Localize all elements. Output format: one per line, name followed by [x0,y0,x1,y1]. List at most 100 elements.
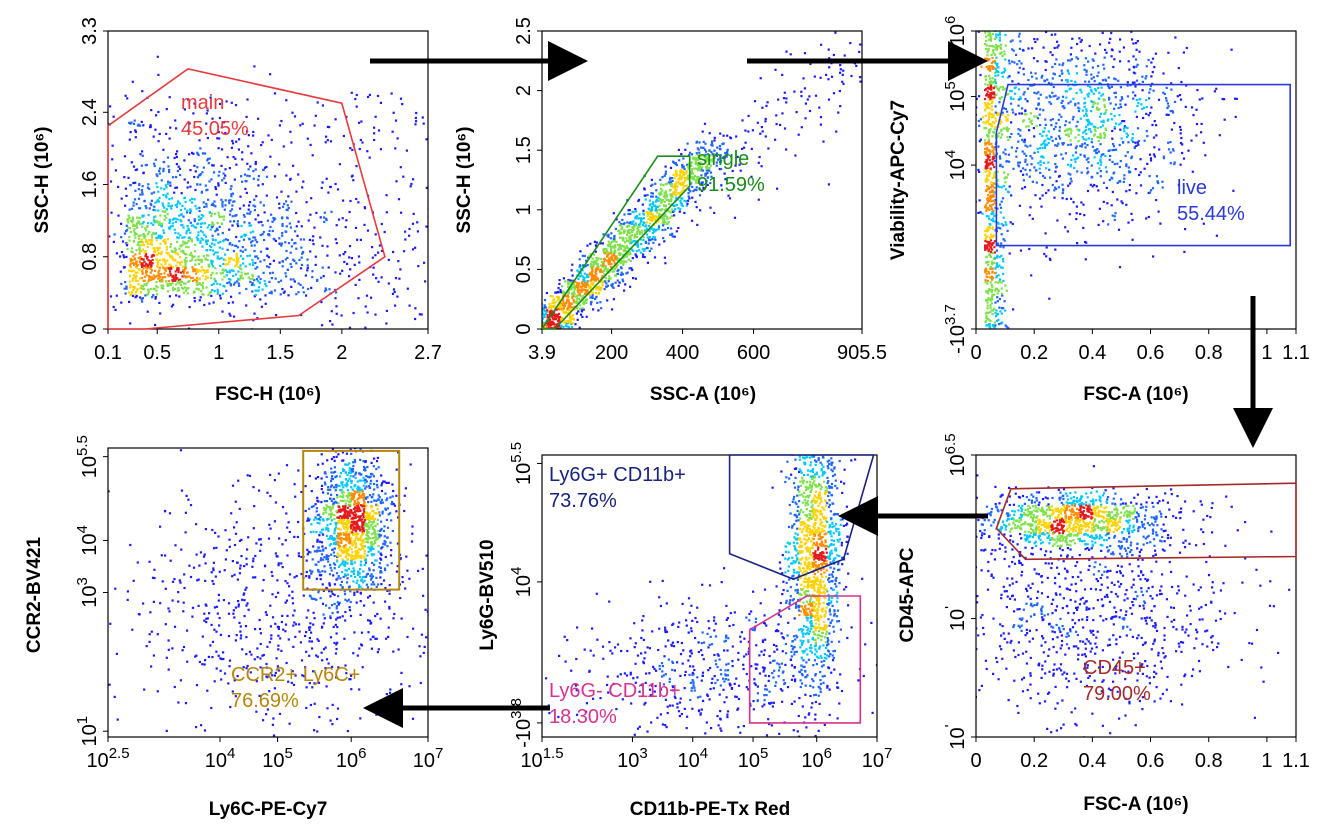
event-dot [685,177,688,180]
event-dot [568,309,571,312]
event-dot [1028,129,1031,132]
event-dot [207,162,210,165]
event-dot [528,313,530,315]
event-dot [147,288,150,292]
event-dot [1010,121,1013,124]
event-dot [226,239,229,242]
event-dot [697,169,700,172]
event-dot [1116,162,1119,165]
event-dot [129,284,132,287]
event-dot [565,295,568,298]
event-dot [996,312,1000,316]
density-dots-p1 [108,55,428,329]
event-dot [169,184,172,187]
event-dot [205,254,209,257]
event-dot [1002,151,1005,154]
event-dot [301,251,305,254]
event-dot [182,270,185,273]
event-dot [734,164,737,167]
event-dot [222,121,226,124]
event-dot [148,276,151,279]
event-dot [1130,212,1133,215]
event-dot [315,211,318,214]
event-dot [1054,125,1057,128]
event-dot [325,135,328,138]
event-dot [129,293,132,296]
event-dot [987,134,990,137]
event-dot [220,272,223,275]
event-dot [284,258,287,261]
event-dot [253,198,256,201]
event-dot [685,204,688,207]
event-dot [599,301,602,304]
event-dot [228,167,231,170]
event-dot [592,261,595,264]
event-dot [589,303,593,306]
event-dot [1069,143,1072,146]
event-dot [166,259,169,262]
event-dot [993,175,996,178]
event-dot [991,158,994,161]
event-dot [701,162,704,166]
event-dot [144,254,147,257]
event-dot [655,207,658,210]
event-dot [1056,40,1059,43]
event-dot [310,286,313,289]
event-dot [1042,156,1045,159]
event-dot [198,277,201,280]
event-dot [995,249,998,252]
event-dot [269,272,272,275]
event-dot [1087,161,1090,164]
event-dot [989,250,993,254]
event-dot [216,221,219,224]
event-dot [588,293,591,296]
event-dot [988,68,991,71]
event-dot [858,50,861,53]
event-dot [532,338,534,340]
event-dot [828,57,831,60]
event-dot [992,87,995,90]
event-dot [924,52,926,54]
event-dot [154,201,157,204]
event-dot [640,218,643,221]
event-dot [237,257,240,260]
event-dot [380,249,384,252]
event-dot [543,306,546,309]
event-dot [973,109,975,111]
event-dot [656,211,659,214]
event-dot [1202,222,1205,225]
event-dot [675,194,678,197]
event-dot [355,197,358,201]
event-dot [666,215,669,218]
event-dot [986,292,990,295]
event-dot [266,247,269,250]
event-dot [697,181,700,184]
event-dot [1000,292,1004,295]
event-dot [135,266,138,269]
event-dot [223,269,226,272]
gate-p2-0[interactable] [540,155,691,330]
gate-p1-0[interactable] [107,68,386,330]
event-dot [594,268,597,271]
event-dot [214,251,217,254]
event-dot [648,222,651,225]
event-dot [642,212,645,215]
event-dot [585,301,588,304]
event-dot [731,169,734,173]
event-dot [1102,121,1105,124]
event-dot [394,147,397,150]
event-dot [985,127,988,130]
event-dot [998,297,1001,301]
y-tick-label: 2 [513,85,535,96]
event-dot [987,260,990,263]
event-dot [575,307,578,310]
event-dot [570,288,573,291]
event-dot [727,194,730,197]
event-dot [174,278,178,281]
event-dot [682,157,685,160]
event-dot [991,113,994,116]
event-dot [774,68,777,71]
event-dot [985,275,988,278]
event-dot [1082,4,1084,6]
event-dot [622,262,625,265]
